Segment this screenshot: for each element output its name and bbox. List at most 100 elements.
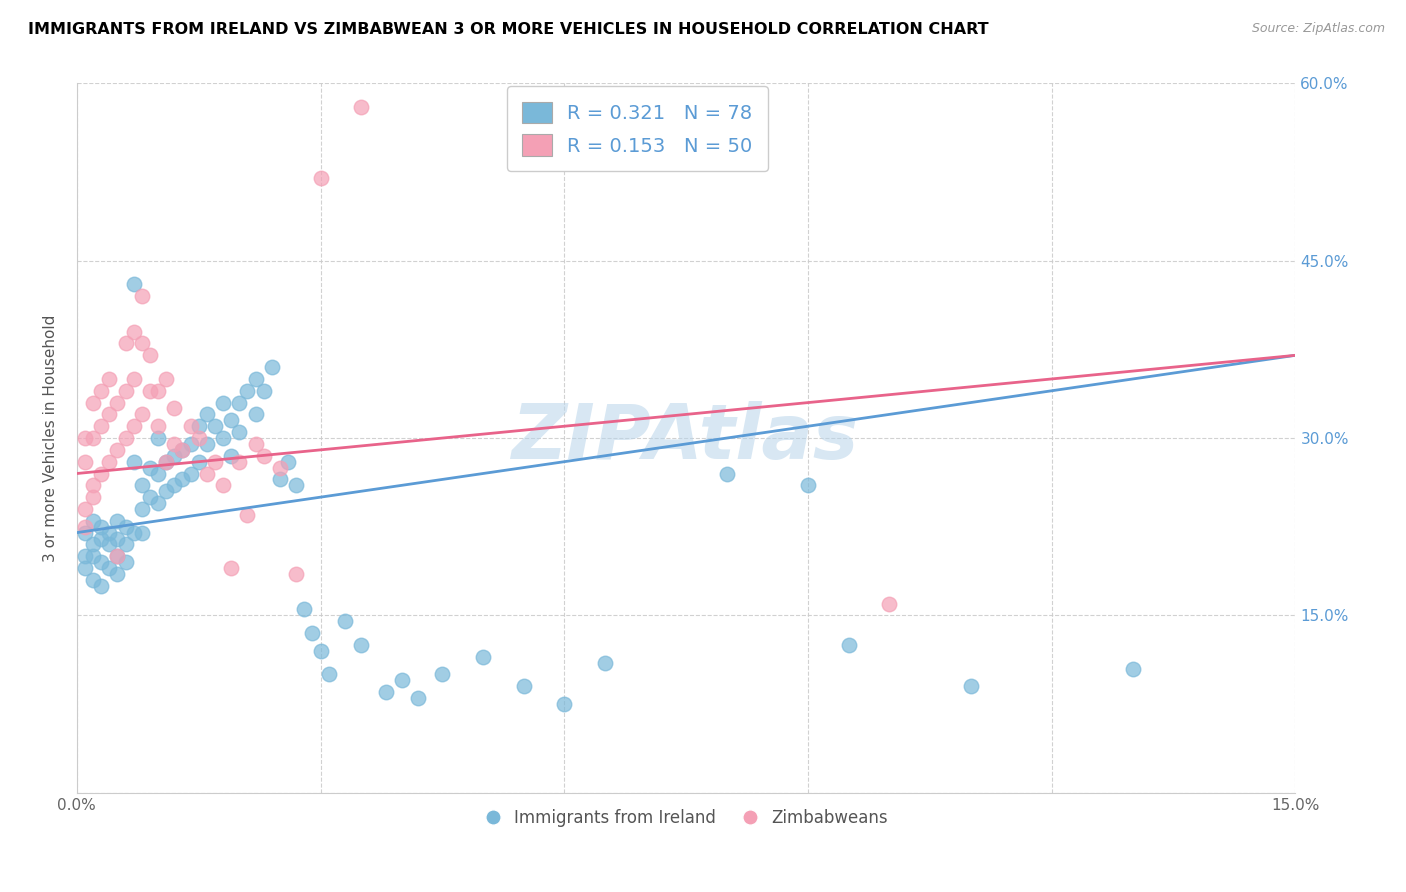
Point bbox=[122, 455, 145, 469]
Point bbox=[163, 449, 186, 463]
Point bbox=[212, 478, 235, 492]
Point bbox=[131, 336, 153, 351]
Point bbox=[204, 455, 226, 469]
Point bbox=[107, 566, 129, 581]
Point bbox=[90, 419, 112, 434]
Point bbox=[406, 691, 429, 706]
Point bbox=[512, 679, 534, 693]
Point bbox=[82, 549, 104, 564]
Point bbox=[82, 514, 104, 528]
Point bbox=[114, 519, 136, 533]
Point bbox=[285, 566, 308, 581]
Point bbox=[155, 455, 177, 469]
Point bbox=[73, 519, 96, 533]
Point bbox=[333, 614, 356, 628]
Point bbox=[219, 413, 242, 427]
Point bbox=[172, 442, 194, 457]
Point bbox=[90, 519, 112, 533]
Point bbox=[877, 597, 900, 611]
Point bbox=[90, 467, 112, 481]
Point bbox=[155, 455, 177, 469]
Point bbox=[146, 384, 169, 398]
Point bbox=[309, 171, 332, 186]
Point bbox=[253, 384, 276, 398]
Point bbox=[318, 667, 340, 681]
Point bbox=[277, 455, 299, 469]
Point bbox=[163, 401, 186, 416]
Point bbox=[374, 685, 396, 699]
Point bbox=[187, 431, 209, 445]
Point bbox=[228, 455, 250, 469]
Point bbox=[139, 348, 162, 362]
Point bbox=[245, 437, 267, 451]
Point bbox=[163, 437, 186, 451]
Point bbox=[155, 484, 177, 499]
Point bbox=[98, 537, 121, 551]
Point bbox=[1122, 661, 1144, 675]
Point bbox=[82, 490, 104, 504]
Point bbox=[146, 419, 169, 434]
Legend: Immigrants from Ireland, Zimbabweans: Immigrants from Ireland, Zimbabweans bbox=[478, 803, 894, 834]
Point bbox=[146, 467, 169, 481]
Point bbox=[236, 508, 259, 522]
Point bbox=[107, 549, 129, 564]
Point bbox=[245, 408, 267, 422]
Point bbox=[228, 425, 250, 439]
Point bbox=[959, 679, 981, 693]
Point bbox=[155, 372, 177, 386]
Point bbox=[219, 449, 242, 463]
Point bbox=[73, 525, 96, 540]
Point bbox=[114, 555, 136, 569]
Point bbox=[553, 697, 575, 711]
Point bbox=[187, 455, 209, 469]
Point bbox=[472, 649, 495, 664]
Point bbox=[90, 532, 112, 546]
Point bbox=[146, 431, 169, 445]
Point bbox=[131, 525, 153, 540]
Point bbox=[90, 384, 112, 398]
Point bbox=[139, 490, 162, 504]
Point bbox=[73, 549, 96, 564]
Point bbox=[122, 325, 145, 339]
Point bbox=[236, 384, 259, 398]
Point bbox=[122, 525, 145, 540]
Point bbox=[139, 460, 162, 475]
Point bbox=[195, 408, 218, 422]
Point bbox=[204, 419, 226, 434]
Point bbox=[838, 638, 860, 652]
Point bbox=[253, 449, 276, 463]
Point bbox=[107, 395, 129, 409]
Point bbox=[195, 467, 218, 481]
Point bbox=[432, 667, 454, 681]
Point bbox=[82, 395, 104, 409]
Point bbox=[172, 442, 194, 457]
Point bbox=[82, 573, 104, 587]
Point bbox=[269, 472, 291, 486]
Point bbox=[245, 372, 267, 386]
Point bbox=[350, 638, 373, 652]
Point bbox=[82, 537, 104, 551]
Text: ZIPAtlas: ZIPAtlas bbox=[512, 401, 860, 475]
Point bbox=[716, 467, 738, 481]
Point bbox=[797, 478, 820, 492]
Point bbox=[82, 478, 104, 492]
Point bbox=[90, 579, 112, 593]
Point bbox=[131, 502, 153, 516]
Text: Source: ZipAtlas.com: Source: ZipAtlas.com bbox=[1251, 22, 1385, 36]
Point bbox=[180, 419, 202, 434]
Point bbox=[146, 496, 169, 510]
Point bbox=[114, 336, 136, 351]
Point bbox=[172, 472, 194, 486]
Point bbox=[98, 455, 121, 469]
Point bbox=[219, 561, 242, 575]
Point bbox=[73, 502, 96, 516]
Point bbox=[107, 549, 129, 564]
Point bbox=[107, 514, 129, 528]
Y-axis label: 3 or more Vehicles in Household: 3 or more Vehicles in Household bbox=[44, 314, 58, 562]
Point bbox=[107, 442, 129, 457]
Point bbox=[350, 100, 373, 114]
Point bbox=[98, 525, 121, 540]
Point bbox=[114, 537, 136, 551]
Point bbox=[292, 602, 315, 616]
Point bbox=[180, 437, 202, 451]
